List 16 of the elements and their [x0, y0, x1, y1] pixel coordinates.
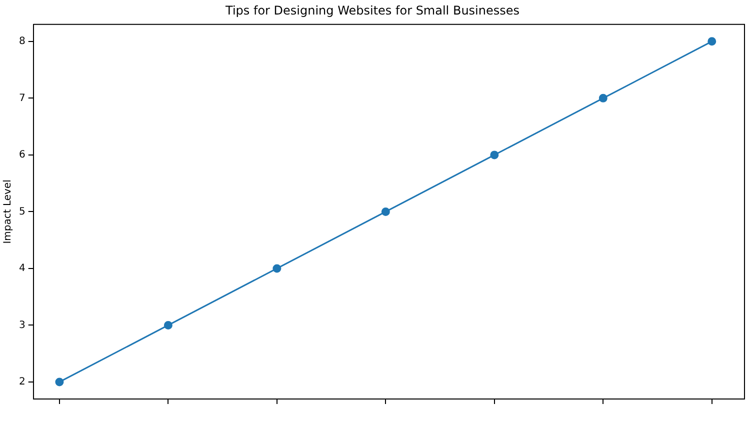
y-tick-label: 8	[18, 36, 26, 48]
point	[272, 264, 282, 273]
y-axis-title: Impact Level	[2, 180, 14, 244]
point	[598, 94, 608, 102]
y-tick-label: 5	[18, 206, 26, 218]
point	[55, 378, 64, 386]
y-tick-label: 2	[18, 376, 26, 388]
point	[381, 207, 390, 216]
y-tick-label: 3	[18, 320, 26, 331]
chart-title: Tips for Designing Websites for Small Businesses	[224, 3, 520, 18]
point	[164, 320, 172, 330]
y-tick-label: 6	[18, 150, 26, 161]
point	[490, 150, 499, 160]
point	[708, 37, 716, 46]
y-tick-label: 4	[18, 263, 26, 274]
y-tick-label: 7	[18, 92, 26, 104]
